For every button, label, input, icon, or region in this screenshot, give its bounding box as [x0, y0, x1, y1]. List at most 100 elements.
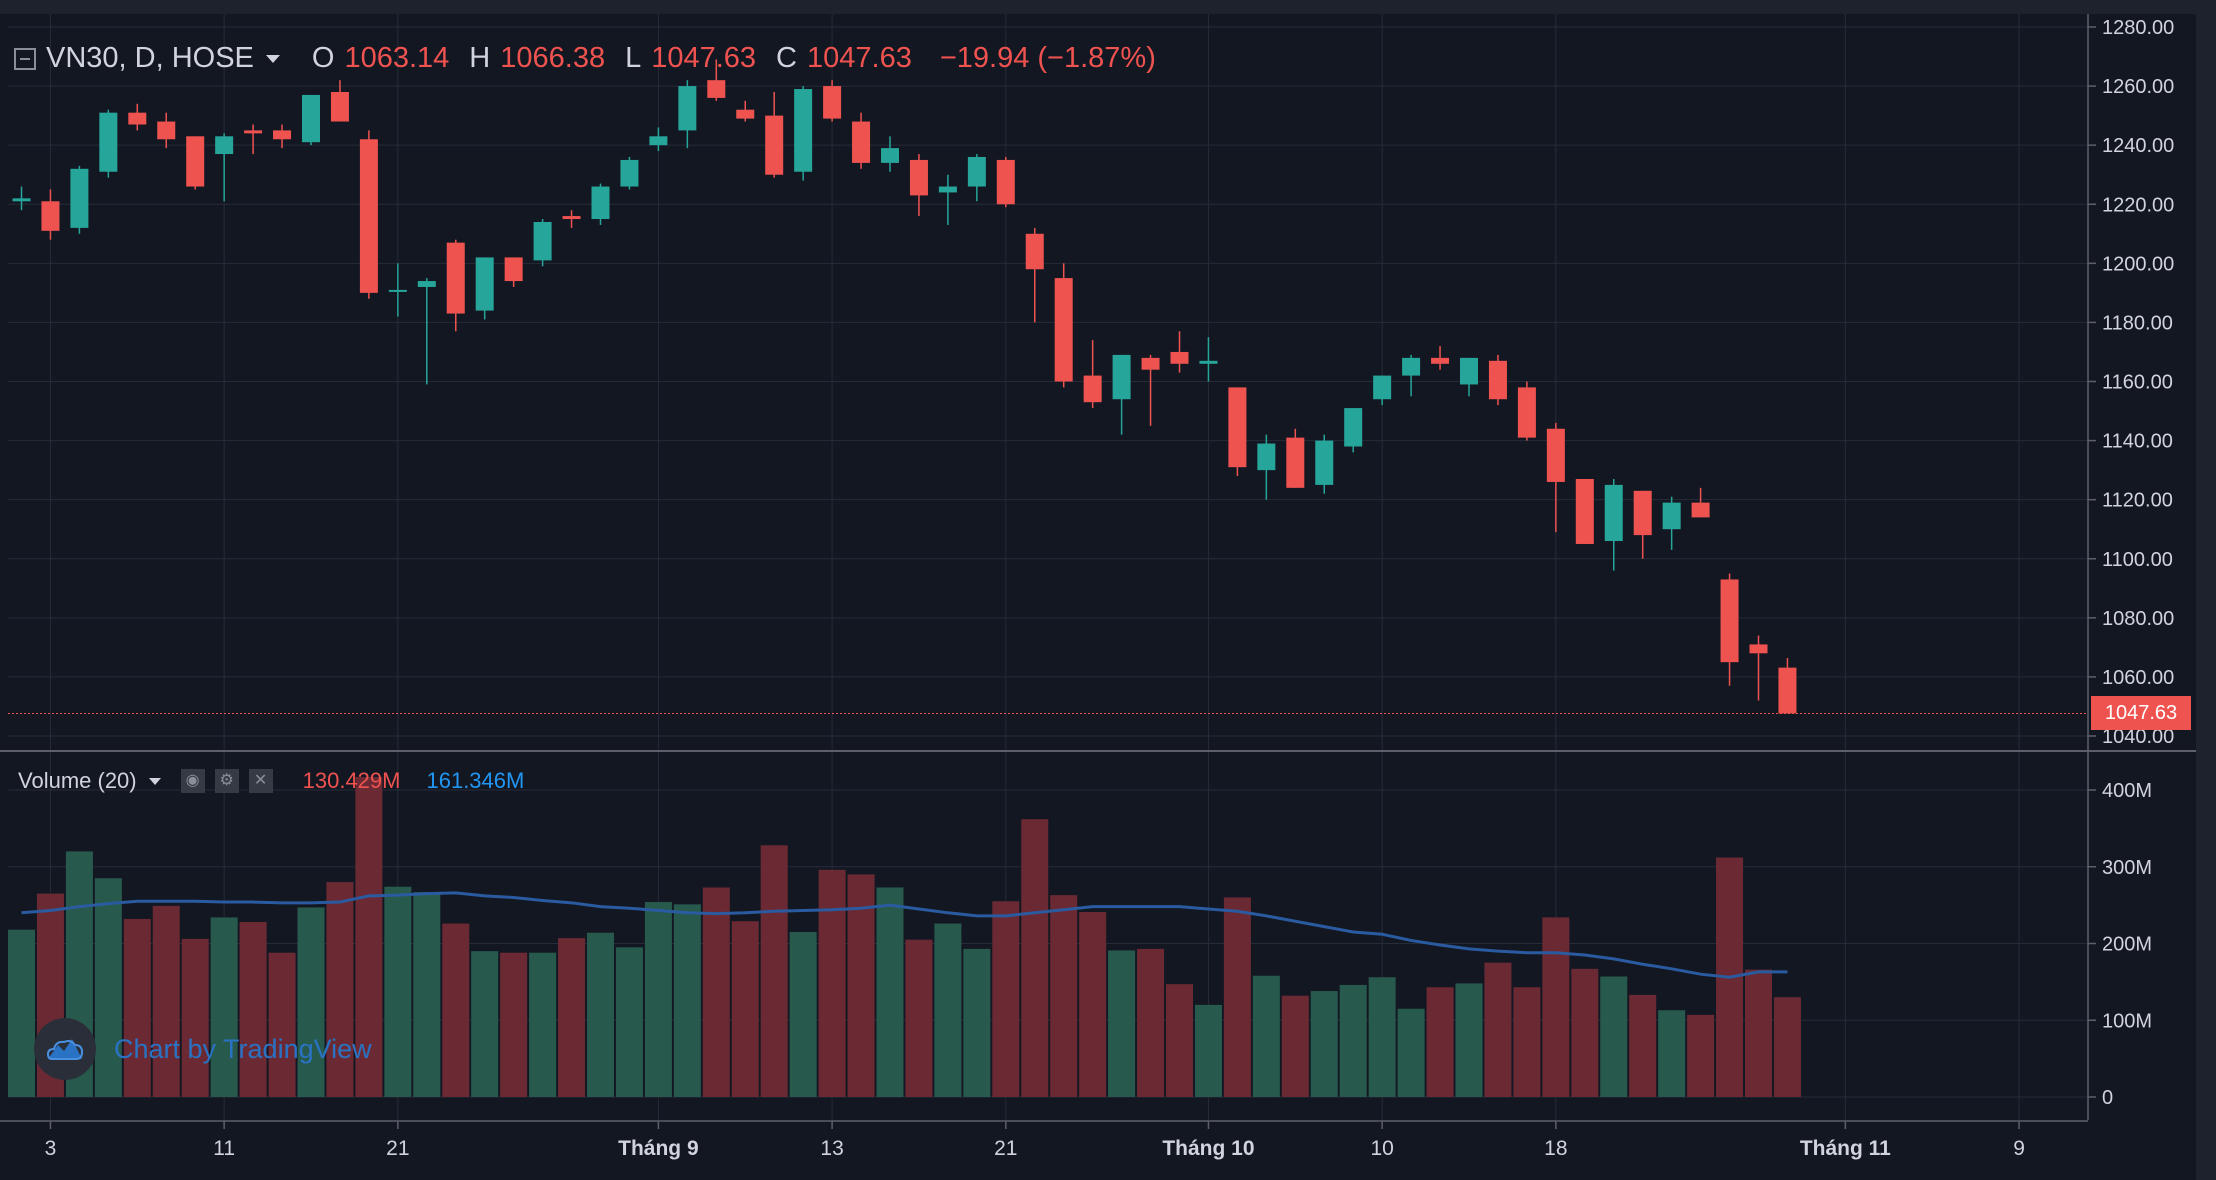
candle-body	[475, 257, 494, 311]
chevron-down-icon[interactable]	[265, 54, 280, 63]
candle-body	[1778, 667, 1797, 714]
candle-body	[1720, 579, 1739, 663]
candle	[1575, 478, 1594, 544]
candle-body	[996, 159, 1015, 205]
volume-title[interactable]: Volume (20)	[18, 768, 137, 793]
candle-body	[1749, 644, 1768, 654]
price-tick-label: 1080.00	[2102, 608, 2174, 630]
price-tick-label: 1100.00	[2102, 549, 2173, 571]
volume-bar	[1079, 912, 1107, 1097]
candle-body	[1402, 357, 1421, 376]
volume-bar	[1166, 984, 1193, 1097]
candle-body	[388, 289, 407, 292]
volume-bar	[210, 917, 238, 1097]
candle-body	[967, 156, 986, 187]
candle-body	[99, 112, 118, 172]
candle-body	[1112, 354, 1131, 400]
candle	[938, 174, 957, 225]
eye-icon[interactable]: ◉	[180, 769, 205, 793]
candle	[475, 257, 494, 320]
candle	[852, 112, 871, 169]
candle	[794, 86, 813, 181]
candle-body	[186, 136, 205, 187]
candle	[909, 154, 928, 217]
volume-bar	[1658, 1010, 1686, 1097]
symbol-title[interactable]: VN30, D, HOSE	[46, 42, 254, 74]
time-tick-label: 11	[213, 1137, 235, 1160]
volume-bar	[297, 907, 325, 1097]
volume-bar	[992, 901, 1020, 1097]
volume-bar	[847, 874, 875, 1097]
volume-bar	[239, 922, 267, 1097]
candle-body	[1344, 408, 1363, 447]
candle-body	[1517, 387, 1536, 438]
price-tick-label: 1160.00	[2102, 372, 2173, 394]
volume-bar	[1513, 987, 1541, 1097]
candle	[1141, 354, 1160, 426]
collapse-legend-icon[interactable]	[14, 47, 36, 70]
volume-bar	[1050, 895, 1078, 1097]
candle-body	[273, 130, 292, 140]
high-value: 1066.38	[500, 42, 606, 74]
candle	[157, 112, 176, 149]
close-label: C	[776, 42, 797, 74]
candle-body	[707, 80, 726, 98]
candle-body	[330, 91, 349, 122]
candle	[1228, 387, 1247, 477]
price-tick-label: 1180.00	[2102, 312, 2173, 334]
right-edge	[2196, 0, 2216, 1180]
volume-ma-value: 161.346M	[426, 768, 525, 793]
volume-bar	[702, 887, 730, 1097]
close-icon[interactable]: ✕	[248, 769, 273, 793]
candle-body	[302, 94, 320, 143]
candle-body	[1025, 233, 1044, 270]
candle-body	[938, 186, 957, 193]
candle	[1460, 357, 1478, 397]
candle	[99, 109, 118, 178]
candle	[1373, 375, 1392, 406]
volume-bar	[442, 923, 470, 1097]
chevron-down-icon[interactable]	[148, 777, 161, 785]
candle	[678, 80, 697, 149]
candle	[823, 80, 842, 122]
candle-body	[128, 112, 147, 125]
candle	[1025, 227, 1044, 323]
candle	[1546, 422, 1565, 533]
volume-bar	[384, 886, 412, 1097]
candle	[1778, 658, 1797, 714]
volume-bar	[558, 938, 586, 1097]
candle-body	[1431, 357, 1450, 364]
candle-body	[1373, 375, 1392, 400]
volume-bar	[963, 948, 991, 1097]
time-tick-label: Tháng 9	[618, 1137, 699, 1160]
main-legend: VN30, D, HOSE O 1063.14 H 1066.38 L 1047.63…	[14, 42, 1156, 75]
volume-tick-label: 100M	[2102, 1010, 2152, 1032]
time-tick-label: 21	[386, 1137, 409, 1160]
volume-bar	[500, 952, 528, 1097]
volume-bar	[529, 952, 557, 1097]
tradingview-watermark[interactable]: Chart by TradingView	[34, 1018, 372, 1080]
candle-body	[12, 198, 31, 202]
volume-bar	[1310, 991, 1338, 1097]
volume-bar	[1773, 997, 1801, 1097]
volume-bar	[1629, 994, 1657, 1097]
price-tick-label: 1220.00	[2102, 194, 2174, 216]
candle-body	[591, 186, 610, 220]
volume-bar	[789, 931, 817, 1097]
volume-ma-line	[21, 891, 1788, 979]
candle-body	[794, 89, 813, 172]
candle	[1691, 487, 1710, 518]
volume-bar	[326, 882, 354, 1097]
candle-body	[1488, 360, 1507, 400]
time-tick-label: Tháng 11	[1800, 1137, 1891, 1160]
candle-body	[1575, 478, 1594, 544]
candle-body	[678, 86, 697, 131]
volume-bar	[1021, 819, 1049, 1097]
gear-icon[interactable]: ⚙	[214, 769, 239, 793]
volume-bar	[268, 952, 296, 1097]
volume-tick-label: 0	[2102, 1087, 2113, 1109]
candle	[302, 94, 320, 146]
candle-body	[1286, 437, 1305, 488]
candle	[1633, 490, 1652, 559]
